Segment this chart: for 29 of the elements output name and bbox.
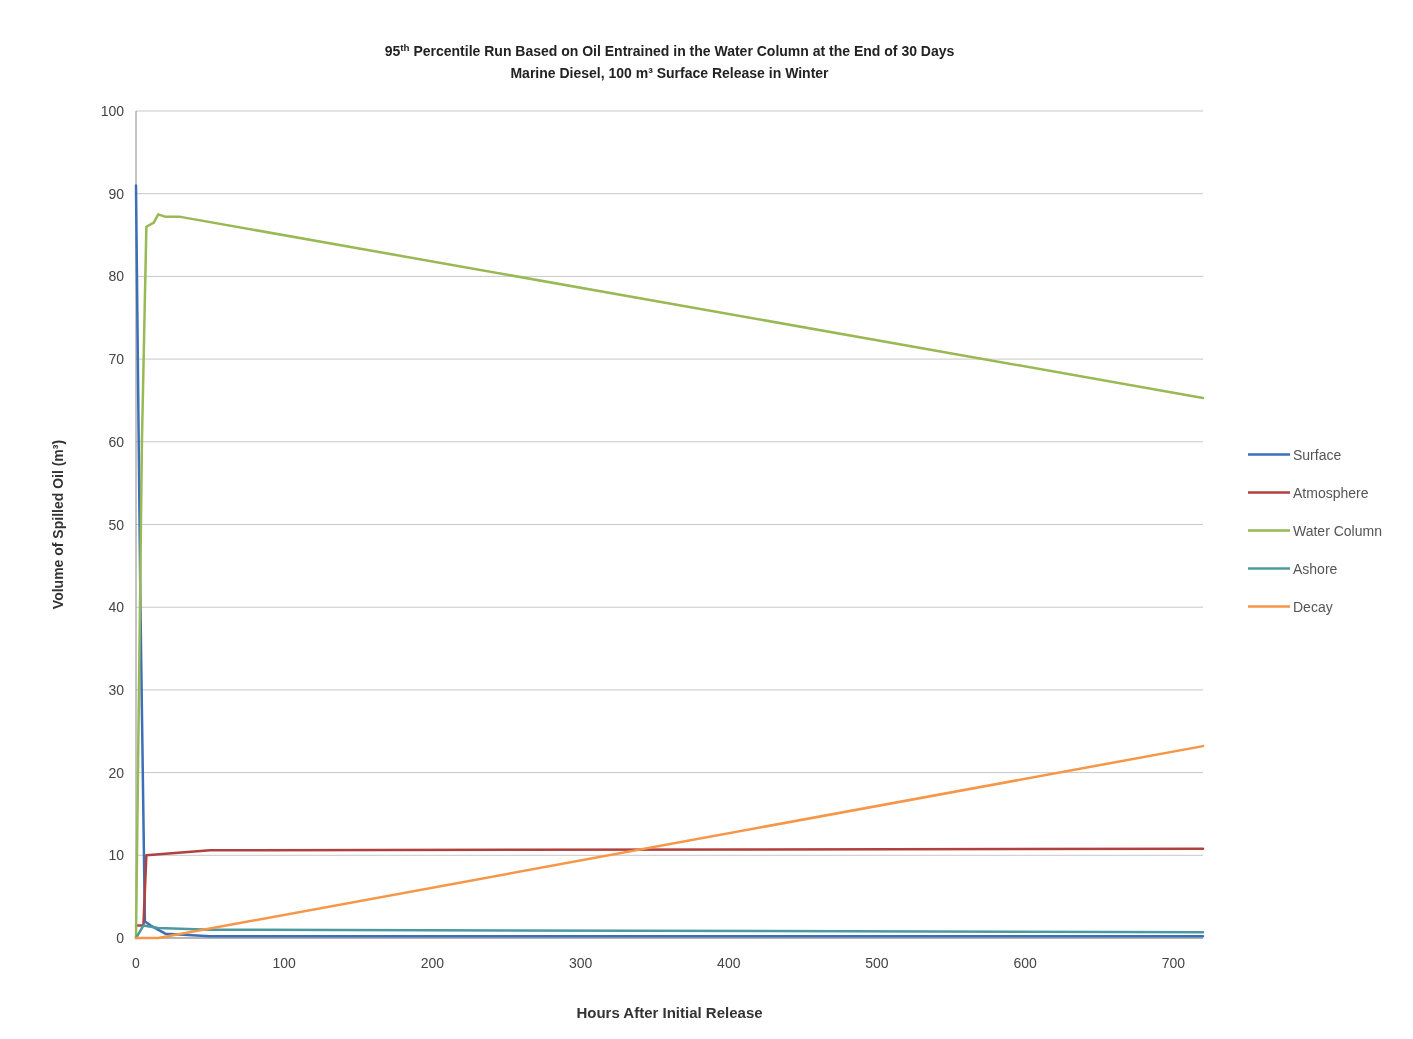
line-series: [134, 847, 1205, 927]
x-axis-title: Hours After Initial Release: [576, 1004, 763, 1021]
y-tick-label: 90: [108, 185, 125, 202]
legend-label: Decay: [1293, 598, 1333, 615]
y-tick-label: 50: [108, 516, 125, 533]
x-tick-label: 300: [568, 955, 593, 971]
x-tick-label: 600: [1013, 955, 1038, 971]
legend-label: Surface: [1293, 446, 1342, 463]
y-tick-label: 40: [108, 599, 125, 616]
x-tick-label: 100: [272, 955, 297, 971]
x-tick-label: 0: [132, 955, 141, 971]
y-tick-label: 70: [108, 351, 125, 368]
x-tick-label: 500: [865, 955, 889, 971]
y-axis-title: Volume of Spilled Oil (m³): [50, 439, 66, 610]
y-tick-label: 0: [116, 930, 125, 946]
chart-title: 95$^{th}$ Percentile Run Based on Oil Entrained in the Water Column at the End of 30 Days: [384, 41, 955, 59]
y-tick-label: 20: [108, 764, 125, 781]
x-tick-label: 700: [1161, 955, 1186, 971]
legend-label: Water Column: [1293, 522, 1382, 539]
chart-subtitle: Marine Diesel, 100 m³ Surface Release in Winter: [510, 65, 830, 81]
x-tick-label: 200: [420, 955, 445, 971]
y-tick-label: 80: [108, 268, 125, 285]
y-tick-label: 30: [108, 681, 125, 698]
y-tick-label: 100: [100, 103, 125, 119]
y-tick-label: 60: [108, 433, 125, 450]
x-tick-label: 400: [717, 955, 741, 971]
legend-label: Atmosphere: [1293, 484, 1369, 501]
y-tick-label: 10: [108, 847, 125, 864]
legend-label: Ashore: [1293, 560, 1338, 577]
